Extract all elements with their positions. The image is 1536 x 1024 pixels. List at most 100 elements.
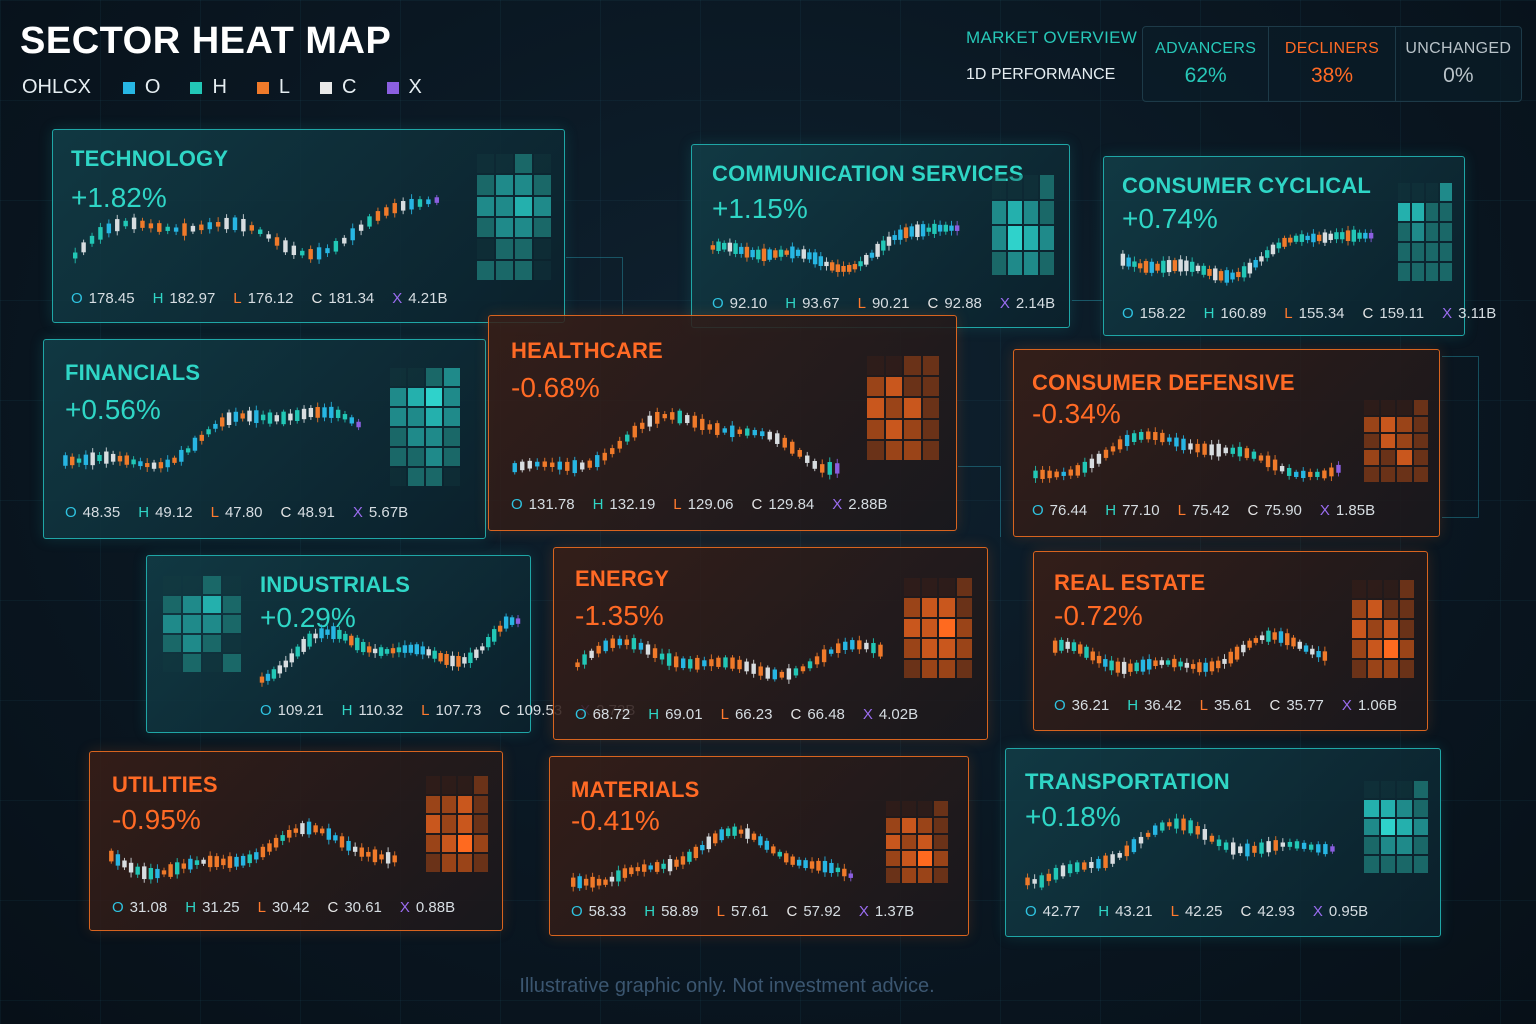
candle-body [1124,845,1130,857]
candle-body [807,252,812,260]
candle-body [772,669,777,680]
candle-body [1054,471,1059,478]
candle-body [1216,443,1221,457]
candle-body [1174,437,1179,447]
sector-card-technology[interactable]: TECHNOLOGY +1.82% O 178.45 H 182.97 L 176.12 C 18… [52,129,565,323]
sector-card-transportation[interactable]: TRANSPORTATION +0.18% O 42.77 H 43.21 L 42.25 C 4… [1005,748,1441,937]
candle-body [1272,632,1277,640]
heat-tile [1352,660,1366,678]
candle-body [384,649,390,654]
heat-tile [203,654,221,672]
candle-body [450,655,455,667]
candle-body [224,217,229,230]
candle-body [1188,443,1193,450]
heat-tile [867,419,884,439]
legend-swatch-c [320,81,333,94]
candle-body [745,828,750,839]
candle-body [497,625,503,632]
ohlcx-key-h: H [185,899,197,916]
heat-tile [426,795,440,814]
candle-body [1209,835,1215,842]
candle-body [692,415,697,428]
candle-body [333,241,339,252]
sector-card-consumer-cyclical[interactable]: CONSUMER CYCLICAL +0.74% O 158.22 H 160.89 L 15… [1103,156,1496,336]
candle-body [1279,465,1285,472]
candle-body [1120,253,1126,266]
candle-body [402,645,408,653]
candle-body [793,668,799,676]
heat-tile [1397,856,1412,873]
ohlcx-key-l: L [233,290,242,307]
candle-body [249,225,254,231]
heat-tile [1364,856,1379,873]
candle-body [232,217,238,231]
candle-body [199,434,204,441]
candle-body [847,265,852,272]
candle-body [234,856,239,867]
ohlcx-key-c: C [1247,502,1259,519]
candle-body [1251,451,1257,459]
candle-body [809,861,815,869]
heat-tile [515,260,532,280]
sector-card-energy[interactable]: ENERGY -1.35% O 68.72 H 69.01 L 66.23 C 66.48 X 4.0… [553,547,988,740]
heat-tile [444,408,460,426]
candle-body [723,657,728,668]
heat-tile [918,851,932,867]
candle-body [920,224,926,237]
candle-body [313,633,318,639]
candle-body [1201,265,1206,275]
sector-card-consumer-defensive[interactable]: CONSUMER DEFENSIVE -0.34% O 76.44 H 77.10 L 75.… [1013,349,1440,537]
candle-body [775,433,780,444]
sector-card-utilities[interactable]: UTILITIES -0.95% O 31.08 H 31.25 L 30.42 C 30.61 X… [89,751,503,931]
candle-body [1266,841,1271,853]
sector-card-real-estate[interactable]: REAL ESTATE -0.72% O 36.21 H 36.42 L 35.61 C 35.7… [1033,551,1428,731]
candle-body [1247,640,1252,648]
heat-tile [1426,203,1438,221]
heat-tile [444,448,460,466]
candle-body [1103,855,1108,868]
heat-tile [1413,433,1428,449]
heat-tile [921,659,937,678]
candle-body [1096,453,1102,464]
candle-body [596,878,602,886]
ohlcx-value-c: 109.53 [516,702,563,719]
heat-tile [390,388,406,406]
sector-card-communication-services[interactable]: COMMUNICATION SERVICES +1.15% O 92.10 H 93.67… [691,144,1070,328]
candle-body [392,203,397,214]
heat-tile [939,618,955,638]
ohlcx-value-x: 2.88B [848,496,888,513]
sector-card-financials[interactable]: FINANCIALS +0.56% O 48.35 H 49.12 L 47.80 C 48.91… [43,339,486,539]
candle-body [265,673,271,681]
ohlcx-key-h: H [1098,903,1110,920]
legend-swatch-l [256,81,269,94]
heat-tile [1384,640,1398,658]
ohlcx-value-o: 109.21 [277,702,324,719]
candle-body [259,676,265,683]
candle-body [322,407,327,418]
legend-item-h: H [190,76,227,99]
candle-body [871,643,876,654]
heat-tile [1397,799,1412,817]
candle-body [1336,464,1341,473]
sector-card-industrials[interactable]: INDUSTRIALS +0.29% O 109.21 H 110.32 L 107.73 C 1… [146,555,635,733]
candle-body [417,199,423,207]
candle-body [110,453,116,462]
sector-card-healthcare[interactable]: HEALTHCARE -0.68% O 131.78 H 132.19 L 129.06 C 12… [488,315,957,531]
candle-body [438,653,443,662]
heat-tile [921,578,937,597]
candle-body [151,462,157,469]
sector-card-materials[interactable]: MATERIALS -0.41% O 58.33 H 58.89 L 57.61 C 57.92 X… [549,756,969,936]
heat-tile [496,175,513,195]
candle-body [1357,232,1362,239]
heat-tiles [1398,183,1452,281]
candle-body [624,639,630,645]
candle-body [1273,840,1278,851]
ohlcx-key-o: O [65,504,77,521]
candle-body [572,460,577,474]
candle-body [1328,233,1333,240]
candle-body [1278,631,1284,643]
candle-body [161,870,167,875]
heat-tile [1426,243,1438,261]
heat-tile [223,654,241,672]
candle-body [805,455,810,463]
